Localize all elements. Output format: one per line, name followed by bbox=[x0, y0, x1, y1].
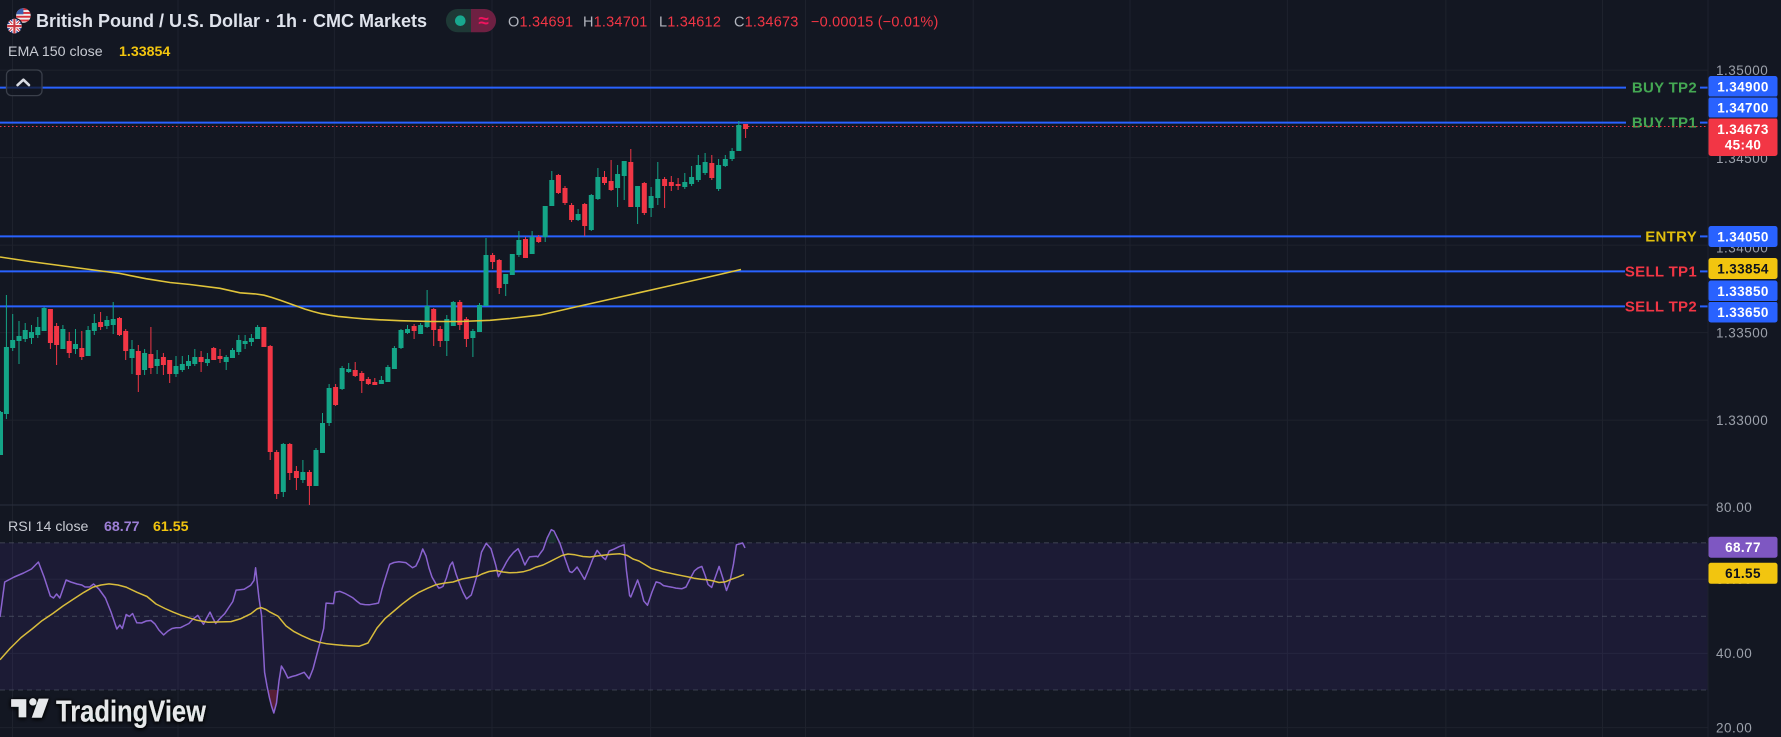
svg-text:80.00: 80.00 bbox=[1716, 500, 1752, 515]
svg-text:H1.34701: H1.34701 bbox=[583, 15, 648, 31]
svg-text:1.33000: 1.33000 bbox=[1716, 413, 1768, 428]
svg-text:1.33850: 1.33850 bbox=[1717, 284, 1769, 299]
svg-text:ENTRY: ENTRY bbox=[1645, 228, 1697, 245]
svg-text:≈: ≈ bbox=[478, 11, 489, 32]
svg-text:SELL TP2: SELL TP2 bbox=[1625, 298, 1697, 315]
svg-text:RSI 14 close: RSI 14 close bbox=[8, 519, 89, 535]
svg-text:BUY TP1: BUY TP1 bbox=[1632, 115, 1697, 132]
svg-text:1.34900: 1.34900 bbox=[1717, 79, 1769, 94]
svg-text:SELL TP1: SELL TP1 bbox=[1625, 263, 1697, 280]
svg-text:1.34673: 1.34673 bbox=[1717, 122, 1769, 137]
svg-text:O1.34691: O1.34691 bbox=[508, 15, 573, 31]
svg-text:−0.00015 (−0.01%): −0.00015 (−0.01%) bbox=[811, 15, 939, 31]
svg-text:1.33500: 1.33500 bbox=[1716, 325, 1768, 340]
svg-text:61.55: 61.55 bbox=[153, 519, 189, 535]
svg-text:L1.34612: L1.34612 bbox=[659, 15, 721, 31]
svg-text:68.77: 68.77 bbox=[104, 519, 140, 535]
svg-text:EMA 150 close: EMA 150 close bbox=[8, 44, 103, 60]
svg-text:45:40: 45:40 bbox=[1725, 137, 1762, 152]
svg-text:20.00: 20.00 bbox=[1716, 720, 1752, 735]
svg-text:1.33854: 1.33854 bbox=[119, 44, 170, 60]
svg-text:1.33650: 1.33650 bbox=[1717, 305, 1769, 320]
svg-text:1.33854: 1.33854 bbox=[1717, 261, 1769, 276]
svg-text:61.55: 61.55 bbox=[1725, 566, 1761, 581]
svg-text:C1.34673: C1.34673 bbox=[734, 15, 799, 31]
svg-text:British Pound / U.S. Dollar ·: British Pound / U.S. Dollar · 1h · CMC M… bbox=[36, 11, 427, 31]
svg-text:40.00: 40.00 bbox=[1716, 646, 1752, 661]
svg-text:68.77: 68.77 bbox=[1725, 540, 1761, 555]
svg-text:1.35000: 1.35000 bbox=[1716, 63, 1768, 78]
svg-text:BUY TP2: BUY TP2 bbox=[1632, 80, 1697, 97]
svg-text:1.34700: 1.34700 bbox=[1717, 100, 1769, 115]
svg-text:TradingView: TradingView bbox=[56, 694, 207, 729]
svg-text:1.34050: 1.34050 bbox=[1717, 229, 1769, 244]
